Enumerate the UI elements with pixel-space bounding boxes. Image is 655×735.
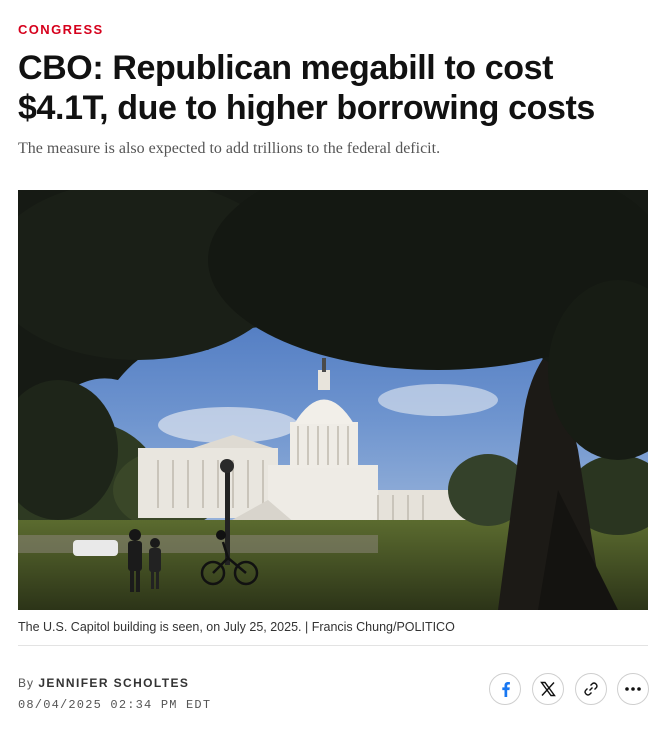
share-facebook-button[interactable] <box>489 673 521 705</box>
author-link[interactable]: JENNIFER SCHOLTES <box>38 676 190 690</box>
article-dek: The measure is also expected to add tril… <box>18 140 441 157</box>
facebook-icon <box>502 682 510 697</box>
byline: By JENNIFER SCHOLTES <box>18 676 189 690</box>
section-category[interactable]: CONGRESS <box>18 22 104 37</box>
more-options-button[interactable] <box>617 673 649 705</box>
share-x-button[interactable] <box>532 673 564 705</box>
hero-image <box>18 190 648 610</box>
article-headline: CBO: Republican megabill to cost $4.1T, … <box>18 49 595 127</box>
byline-prefix: By <box>18 676 35 690</box>
x-icon <box>540 681 556 697</box>
divider <box>18 645 648 646</box>
link-icon <box>584 682 598 696</box>
image-caption: The U.S. Capitol building is seen, on Ju… <box>18 620 455 634</box>
publish-timestamp: 08/04/2025 02:34 PM EDT <box>18 698 212 712</box>
more-icon <box>625 687 641 691</box>
copy-link-button[interactable] <box>575 673 607 705</box>
